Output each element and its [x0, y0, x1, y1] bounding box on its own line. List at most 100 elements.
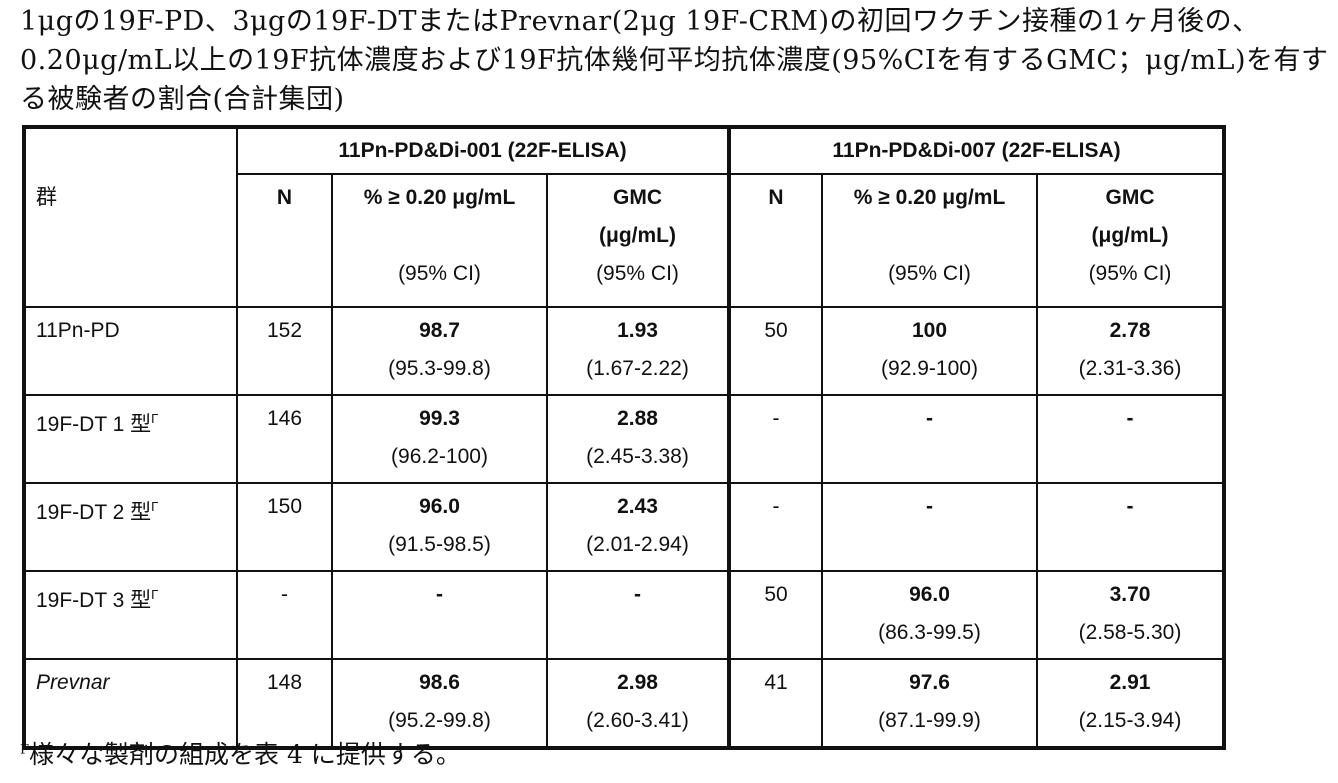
- n-cell: 41: [729, 659, 822, 748]
- pct-ci: (86.3-99.5): [823, 614, 1036, 652]
- gmc-cell: -: [547, 571, 729, 659]
- group-cell: 19F-DT 2 型Γ: [24, 483, 237, 571]
- ci-label: (95% CI): [823, 255, 1036, 293]
- group-name: 11Pn-PD: [36, 319, 120, 342]
- col-n-header: N: [729, 174, 822, 307]
- gmc-unit: (μg/mL): [548, 217, 727, 255]
- gmc-ci: (2.15-3.94): [1038, 702, 1222, 740]
- gmc-value: 2.78: [1038, 312, 1222, 350]
- pct-ci: (95.3-99.8): [333, 350, 546, 388]
- group-name: Prevnar: [36, 671, 110, 694]
- n-cell: 150: [237, 483, 332, 571]
- table-row: 19F-DT 1 型Γ14699.3(96.2-100)2.88(2.45-3.…: [24, 395, 1224, 483]
- col-gmc-header: GMC(μg/mL)(95% CI): [547, 174, 729, 307]
- pct-ci: (87.1-99.9): [823, 702, 1036, 740]
- gmc-ci: (1.67-2.22): [548, 350, 727, 388]
- pct-cell: 96.0(91.5-98.5): [332, 483, 547, 571]
- pct-value: -: [823, 400, 1036, 438]
- gmc-value: 2.91: [1038, 664, 1222, 702]
- n-cell: 50: [729, 307, 822, 395]
- pct-value: 98.7: [333, 312, 546, 350]
- gmc-cell: -: [1037, 483, 1224, 571]
- pct-value: 96.0: [333, 488, 546, 526]
- results-table: 群 11Pn-PD&Di-001 (22F-ELISA) 11Pn-PD&Di-…: [22, 125, 1226, 750]
- pct-label: % ≥ 0.20 μg/mL: [333, 179, 546, 217]
- n-cell: -: [729, 395, 822, 483]
- pct-cell: -: [822, 395, 1037, 483]
- gmc-cell: 1.93(1.67-2.22): [547, 307, 729, 395]
- gmc-ci: (2.01-2.94): [548, 526, 727, 564]
- pct-value: 100: [823, 312, 1036, 350]
- pct-ci: (96.2-100): [333, 438, 546, 476]
- table-row: 19F-DT 3 型Γ---5096.0(86.3-99.5)3.70(2.58…: [24, 571, 1224, 659]
- pct-value: 96.0: [823, 576, 1036, 614]
- n-cell: 152: [237, 307, 332, 395]
- ci-label: (95% CI): [333, 255, 546, 293]
- gmc-cell: 2.91(2.15-3.94): [1037, 659, 1224, 748]
- group-name: 19F-DT 2 型: [36, 501, 151, 524]
- n-cell: 146: [237, 395, 332, 483]
- gmc-cell: 2.88(2.45-3.38): [547, 395, 729, 483]
- footnote-mark: Γ: [151, 587, 158, 602]
- gmc-unit: (μg/mL): [1038, 217, 1222, 255]
- pct-cell: 99.3(96.2-100): [332, 395, 547, 483]
- group-cell: 11Pn-PD: [24, 307, 237, 395]
- col-gmc-header: GMC(μg/mL)(95% CI): [1037, 174, 1224, 307]
- ci-label: (95% CI): [548, 255, 727, 293]
- col-n-header: N: [237, 174, 332, 307]
- gmc-cell: -: [1037, 395, 1224, 483]
- gmc-label: GMC: [1038, 179, 1222, 217]
- pct-value: -: [823, 488, 1036, 526]
- table-caption: 1μgの19F-PD、3μgの19F-DTまたはPrevnar(2μg 19F-…: [20, 2, 1330, 119]
- ci-label: (95% CI): [1038, 255, 1222, 293]
- pct-cell: -: [822, 483, 1037, 571]
- gmc-cell: 3.70(2.58-5.30): [1037, 571, 1224, 659]
- group-name: 19F-DT 1 型: [36, 413, 151, 436]
- n-cell: -: [237, 571, 332, 659]
- study2-header: 11Pn-PD&Di-007 (22F-ELISA): [729, 127, 1224, 174]
- pct-value: -: [333, 576, 546, 614]
- group-name: 19F-DT 3 型: [36, 589, 151, 612]
- gmc-label: GMC: [548, 179, 727, 217]
- footnote-mark: Γ: [151, 499, 158, 514]
- n-cell: 50: [729, 571, 822, 659]
- gmc-value: -: [548, 576, 727, 614]
- pct-cell: -: [332, 571, 547, 659]
- table-row: 19F-DT 2 型Γ15096.0(91.5-98.5)2.43(2.01-2…: [24, 483, 1224, 571]
- footnote-mark: Γ: [20, 743, 29, 758]
- group-header: 群: [24, 127, 237, 307]
- footnote-text: 様々な製剤の組成を表 4 に提供する。: [29, 740, 461, 769]
- table-row: 11Pn-PD 15298.7(95.3-99.8)1.93(1.67-2.22)…: [24, 307, 1224, 395]
- gmc-cell: 2.98(2.60-3.41): [547, 659, 729, 748]
- gmc-ci: (2.58-5.30): [1038, 614, 1222, 652]
- gmc-value: 1.93: [548, 312, 727, 350]
- gmc-cell: 2.78(2.31-3.36): [1037, 307, 1224, 395]
- pct-value: 99.3: [333, 400, 546, 438]
- pct-cell: 96.0(86.3-99.5): [822, 571, 1037, 659]
- n-cell: -: [729, 483, 822, 571]
- gmc-value: 3.70: [1038, 576, 1222, 614]
- pct-ci: (91.5-98.5): [333, 526, 546, 564]
- footnote-mark: Γ: [151, 411, 158, 426]
- gmc-cell: 2.43(2.01-2.94): [547, 483, 729, 571]
- footnote: Γ様々な製剤の組成を表 4 に提供する。: [20, 735, 461, 771]
- pct-cell: 97.6(87.1-99.9): [822, 659, 1037, 748]
- gmc-value: -: [1038, 488, 1222, 526]
- pct-label: % ≥ 0.20 μg/mL: [823, 179, 1036, 217]
- col-pct-header: % ≥ 0.20 μg/mL (95% CI): [332, 174, 547, 307]
- col-pct-header: % ≥ 0.20 μg/mL (95% CI): [822, 174, 1037, 307]
- gmc-value: 2.88: [548, 400, 727, 438]
- pct-value: 97.6: [823, 664, 1036, 702]
- gmc-ci: (2.31-3.36): [1038, 350, 1222, 388]
- gmc-value: 2.98: [548, 664, 727, 702]
- gmc-value: -: [1038, 400, 1222, 438]
- pct-cell: 100(92.9-100): [822, 307, 1037, 395]
- pct-value: 98.6: [333, 664, 546, 702]
- study1-header: 11Pn-PD&Di-001 (22F-ELISA): [237, 127, 729, 174]
- gmc-ci: (2.60-3.41): [548, 702, 727, 740]
- gmc-ci: (2.45-3.38): [548, 438, 727, 476]
- gmc-value: 2.43: [548, 488, 727, 526]
- group-cell: 19F-DT 1 型Γ: [24, 395, 237, 483]
- pct-cell: 98.7(95.3-99.8): [332, 307, 547, 395]
- group-cell: 19F-DT 3 型Γ: [24, 571, 237, 659]
